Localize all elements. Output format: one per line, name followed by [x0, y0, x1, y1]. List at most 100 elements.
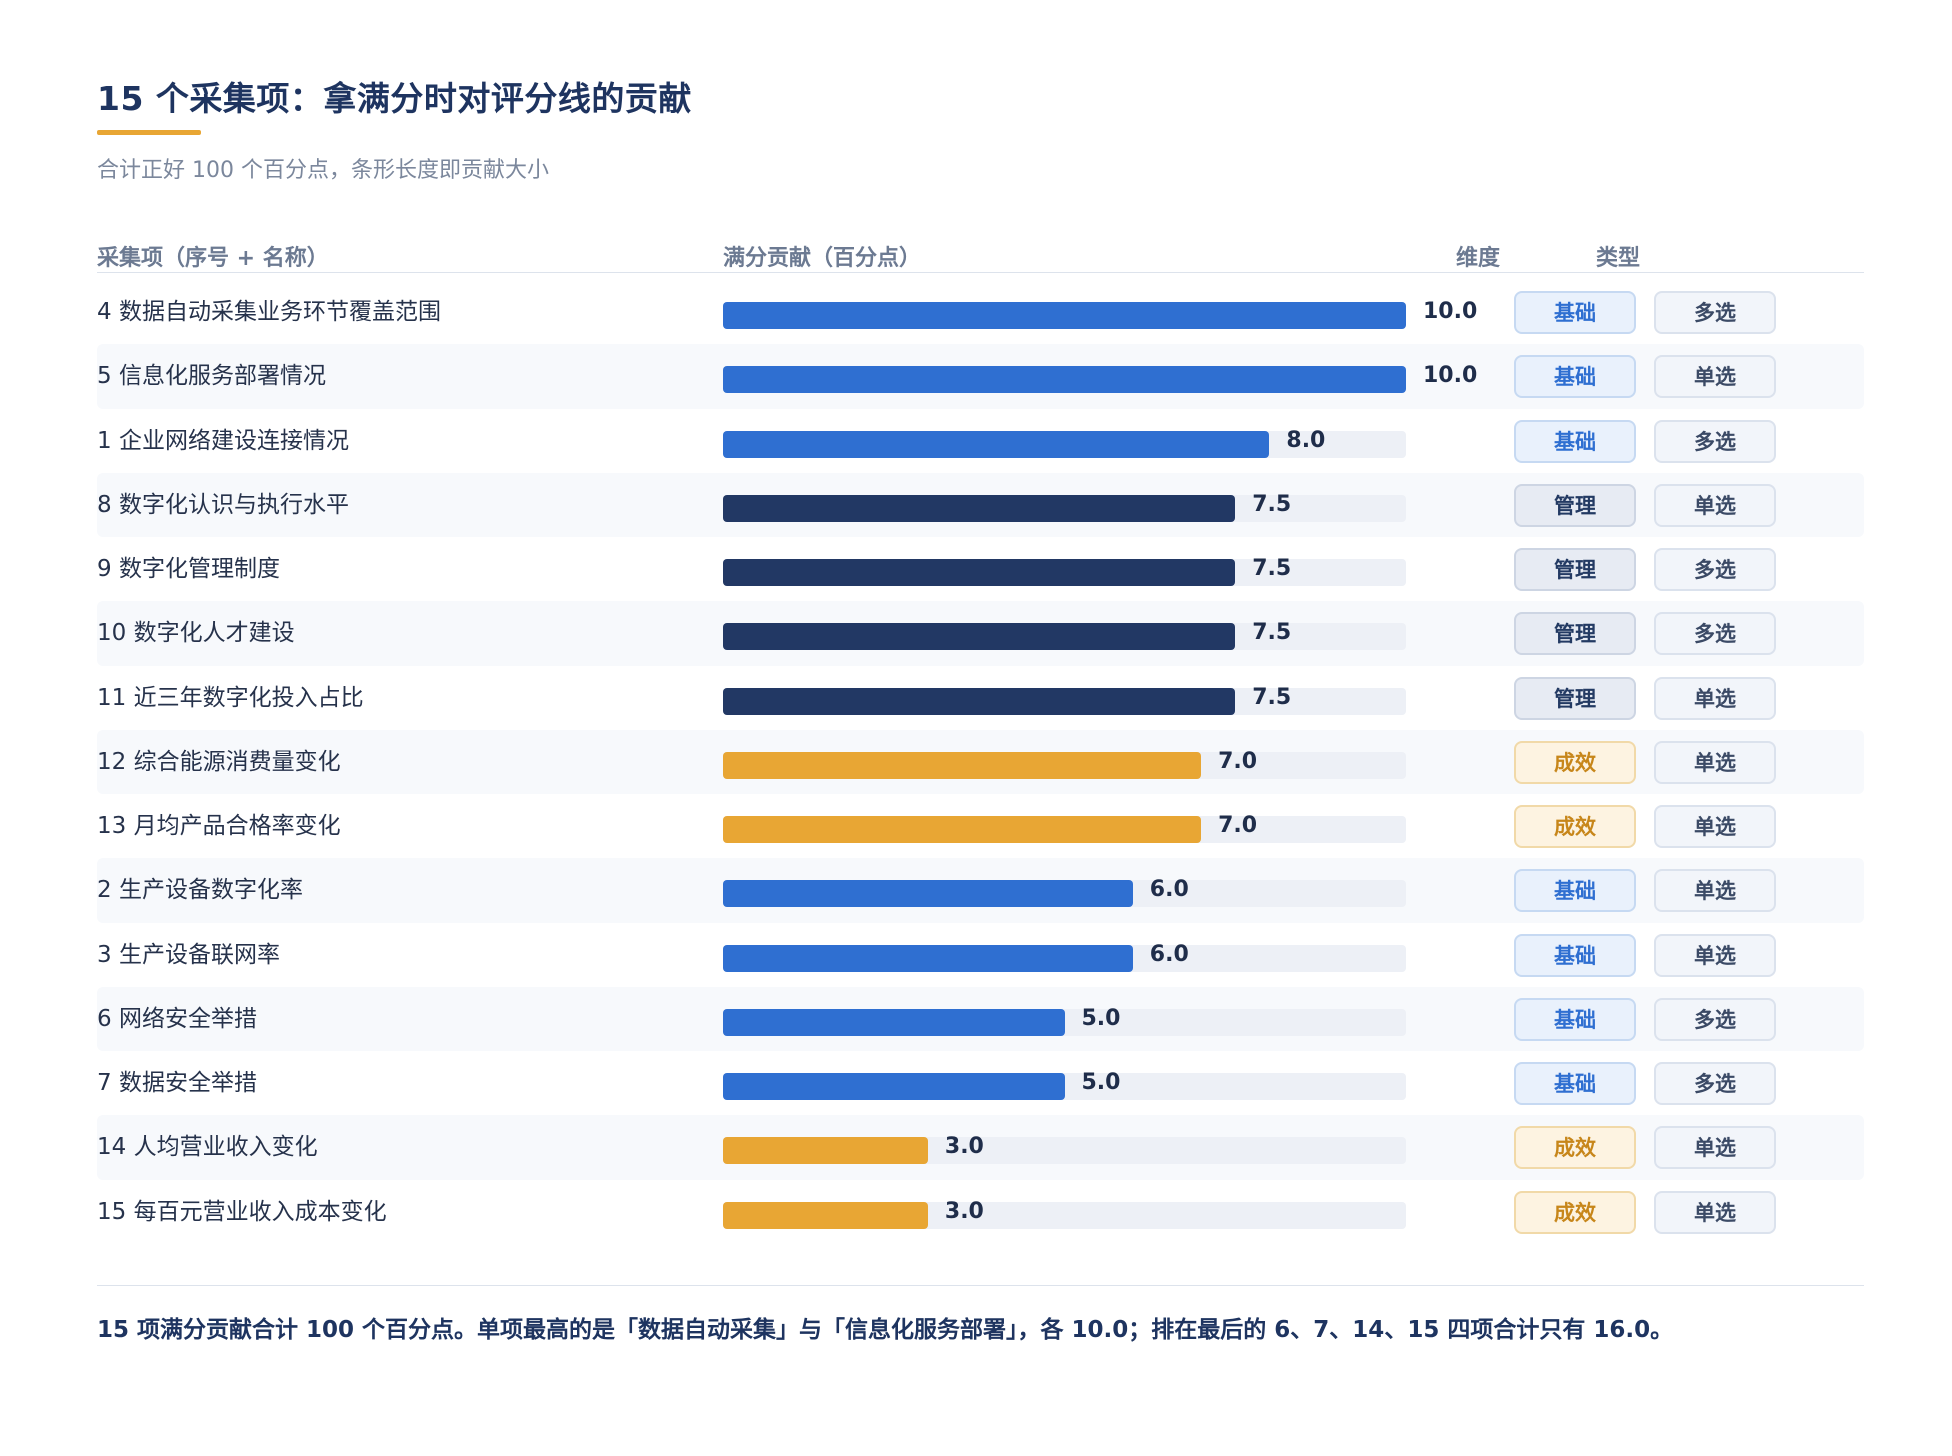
dimension-badge: 基础 [1514, 355, 1636, 399]
table-row: 2 生产设备数字化率 6.0 基础 单选 [97, 858, 1864, 923]
data-label: 7.5 [1252, 556, 1292, 581]
type-badge: 多选 [1654, 548, 1776, 591]
type-badge: 单选 [1654, 869, 1776, 913]
table-row: 14 人均营业收入变化 3.0 成效 单选 [97, 1115, 1864, 1180]
bar [723, 1137, 928, 1165]
title-underline [97, 130, 201, 135]
category-label: 4 数据自动采集业务环节覆盖范围 [97, 299, 441, 325]
table-row: 3 生产设备联网率 6.0 基础 单选 [97, 923, 1864, 987]
category-label: 7 数据安全举措 [97, 1070, 257, 1096]
category-label: 3 生产设备联网率 [97, 941, 280, 968]
footer-divider [97, 1285, 1864, 1286]
dimension-badge: 管理 [1514, 676, 1636, 720]
data-label: 7.0 [1218, 748, 1258, 774]
bar-track [723, 1073, 1406, 1100]
type-badge: 多选 [1654, 1062, 1776, 1105]
bar-track [723, 494, 1406, 522]
bar-track [723, 816, 1406, 843]
category-label: 1 企业网络建设连接情况 [97, 427, 349, 454]
category-label: 11 近三年数字化投入占比 [97, 684, 364, 711]
bar [723, 944, 1133, 972]
dimension-badge: 管理 [1514, 612, 1636, 656]
bar-track [723, 944, 1406, 972]
table-row: 12 综合能源消费量变化 7.0 成效 单选 [97, 729, 1864, 794]
type-badge: 单选 [1654, 355, 1776, 399]
bar-track [723, 430, 1406, 458]
category-label: 10 数字化人才建设 [97, 620, 295, 647]
chart-subtitle: 合计正好 100 个百分点，条形长度即贡献大小 [97, 158, 549, 183]
data-label: 6.0 [1149, 941, 1189, 967]
data-label: 5.0 [1081, 1070, 1121, 1095]
column-header-contribution: 满分贡献（百分点） [723, 246, 922, 271]
category-label: 6 网络安全举措 [97, 1005, 257, 1032]
category-label: 9 数字化管理制度 [97, 556, 280, 582]
bar-track [723, 687, 1406, 715]
data-label: 5.0 [1081, 1005, 1121, 1031]
type-badge: 多选 [1654, 997, 1776, 1041]
bar-track [723, 880, 1406, 908]
bar [723, 494, 1236, 522]
dimension-badge: 基础 [1514, 291, 1636, 334]
category-label: 8 数字化认识与执行水平 [97, 491, 349, 518]
table-row: 9 数字化管理制度 7.5 管理 多选 [97, 537, 1864, 601]
category-label: 15 每百元营业收入成本变化 [97, 1198, 387, 1225]
bar [723, 302, 1406, 329]
dimension-badge: 基础 [1514, 419, 1636, 463]
bar [723, 1008, 1065, 1036]
dimension-badge: 管理 [1514, 548, 1636, 591]
bar-track [723, 302, 1406, 329]
type-badge: 单选 [1654, 1126, 1776, 1170]
chart-title: 15 个采集项：拿满分时对评分线的贡献 [97, 79, 692, 118]
bar [723, 623, 1236, 651]
data-label: 7.0 [1218, 813, 1258, 838]
data-label: 7.5 [1252, 620, 1292, 646]
dimension-badge: 基础 [1514, 1062, 1636, 1105]
bar [723, 751, 1202, 779]
bar [723, 880, 1133, 908]
category-label: 12 综合能源消费量变化 [97, 748, 341, 775]
bar-track [723, 1008, 1406, 1036]
type-badge: 单选 [1654, 740, 1776, 784]
type-badge: 单选 [1654, 1190, 1776, 1234]
dimension-badge: 基础 [1514, 933, 1636, 977]
category-label: 14 人均营业收入变化 [97, 1134, 318, 1161]
data-label: 7.5 [1252, 684, 1292, 710]
table-row: 13 月均产品合格率变化 7.0 成效 单选 [97, 794, 1864, 858]
table-row: 5 信息化服务部署情况 10.0 基础 单选 [97, 344, 1864, 409]
data-label: 6.0 [1149, 877, 1189, 903]
dimension-badge: 基础 [1514, 869, 1636, 913]
header-divider [97, 272, 1864, 273]
table-row: 6 网络安全举措 5.0 基础 多选 [97, 986, 1864, 1051]
type-badge: 单选 [1654, 483, 1776, 527]
table-row: 15 每百元营业收入成本变化 3.0 成效 单选 [97, 1180, 1864, 1244]
table-row: 11 近三年数字化投入占比 7.5 管理 单选 [97, 666, 1864, 730]
type-badge: 单选 [1654, 933, 1776, 977]
table-row: 4 数据自动采集业务环节覆盖范围 10.0 基础 多选 [97, 280, 1864, 344]
type-badge: 单选 [1654, 676, 1776, 720]
bar [723, 559, 1236, 586]
category-label: 2 生产设备数字化率 [97, 877, 303, 904]
type-badge: 多选 [1654, 291, 1776, 334]
bar-track [723, 623, 1406, 651]
bar-rows: 4 数据自动采集业务环节覆盖范围 10.0 基础 多选 5 信息化服务部署情况 10.0 基… [97, 280, 1864, 1244]
bar [723, 687, 1236, 715]
column-header-dimension: 维度 [1455, 246, 1500, 271]
data-label: 8.0 [1286, 427, 1326, 453]
data-label: 3.0 [944, 1134, 984, 1160]
table-row: 7 数据安全举措 5.0 基础 多选 [97, 1051, 1864, 1115]
dimension-badge: 成效 [1514, 740, 1636, 784]
data-label: 10.0 [1423, 363, 1478, 389]
bar [723, 1201, 928, 1229]
data-label: 7.5 [1252, 491, 1292, 517]
bar [723, 816, 1202, 843]
bar-track [723, 1201, 1406, 1229]
dimension-badge: 成效 [1514, 1126, 1636, 1170]
category-label: 13 月均产品合格率变化 [97, 813, 341, 839]
bar [723, 430, 1270, 458]
category-label: 5 信息化服务部署情况 [97, 363, 326, 390]
column-header-item: 采集项（序号 + 名称） [97, 246, 329, 271]
summary-note: 15 项满分贡献合计 100 个百分点。单项最高的是「数据自动采集」与「信息化服… [97, 1317, 1674, 1343]
dimension-badge: 管理 [1514, 483, 1636, 527]
table-row: 1 企业网络建设连接情况 8.0 基础 多选 [97, 409, 1864, 473]
